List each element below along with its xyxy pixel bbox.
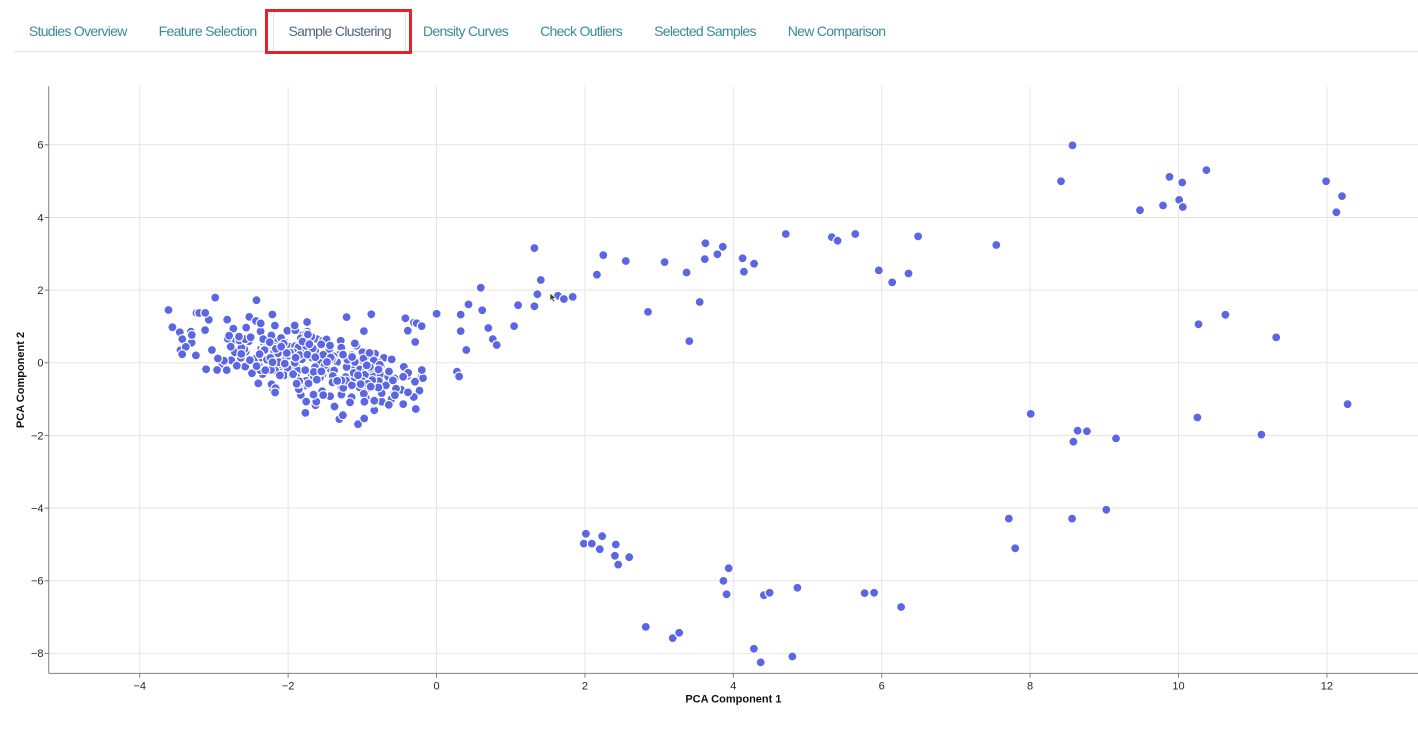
svg-text:2: 2 bbox=[582, 681, 588, 693]
svg-text:0: 0 bbox=[37, 358, 43, 370]
svg-text:8: 8 bbox=[1027, 681, 1033, 693]
svg-text:−2: −2 bbox=[31, 430, 44, 442]
svg-text:−4: −4 bbox=[133, 681, 146, 693]
svg-text:PCA Component 2: PCA Component 2 bbox=[15, 332, 27, 428]
svg-text:−2: −2 bbox=[282, 681, 295, 693]
svg-text:2: 2 bbox=[37, 285, 43, 297]
svg-text:−8: −8 bbox=[31, 648, 44, 660]
svg-text:−4: −4 bbox=[31, 503, 44, 515]
svg-text:−6: −6 bbox=[31, 576, 44, 588]
svg-text:10: 10 bbox=[1172, 681, 1184, 693]
svg-text:4: 4 bbox=[37, 212, 43, 224]
svg-text:PCA Component 1: PCA Component 1 bbox=[685, 694, 781, 706]
svg-text:4: 4 bbox=[730, 681, 736, 693]
svg-text:6: 6 bbox=[37, 140, 43, 152]
svg-text:0: 0 bbox=[433, 681, 439, 693]
svg-text:6: 6 bbox=[879, 681, 885, 693]
svg-text:12: 12 bbox=[1321, 681, 1333, 693]
